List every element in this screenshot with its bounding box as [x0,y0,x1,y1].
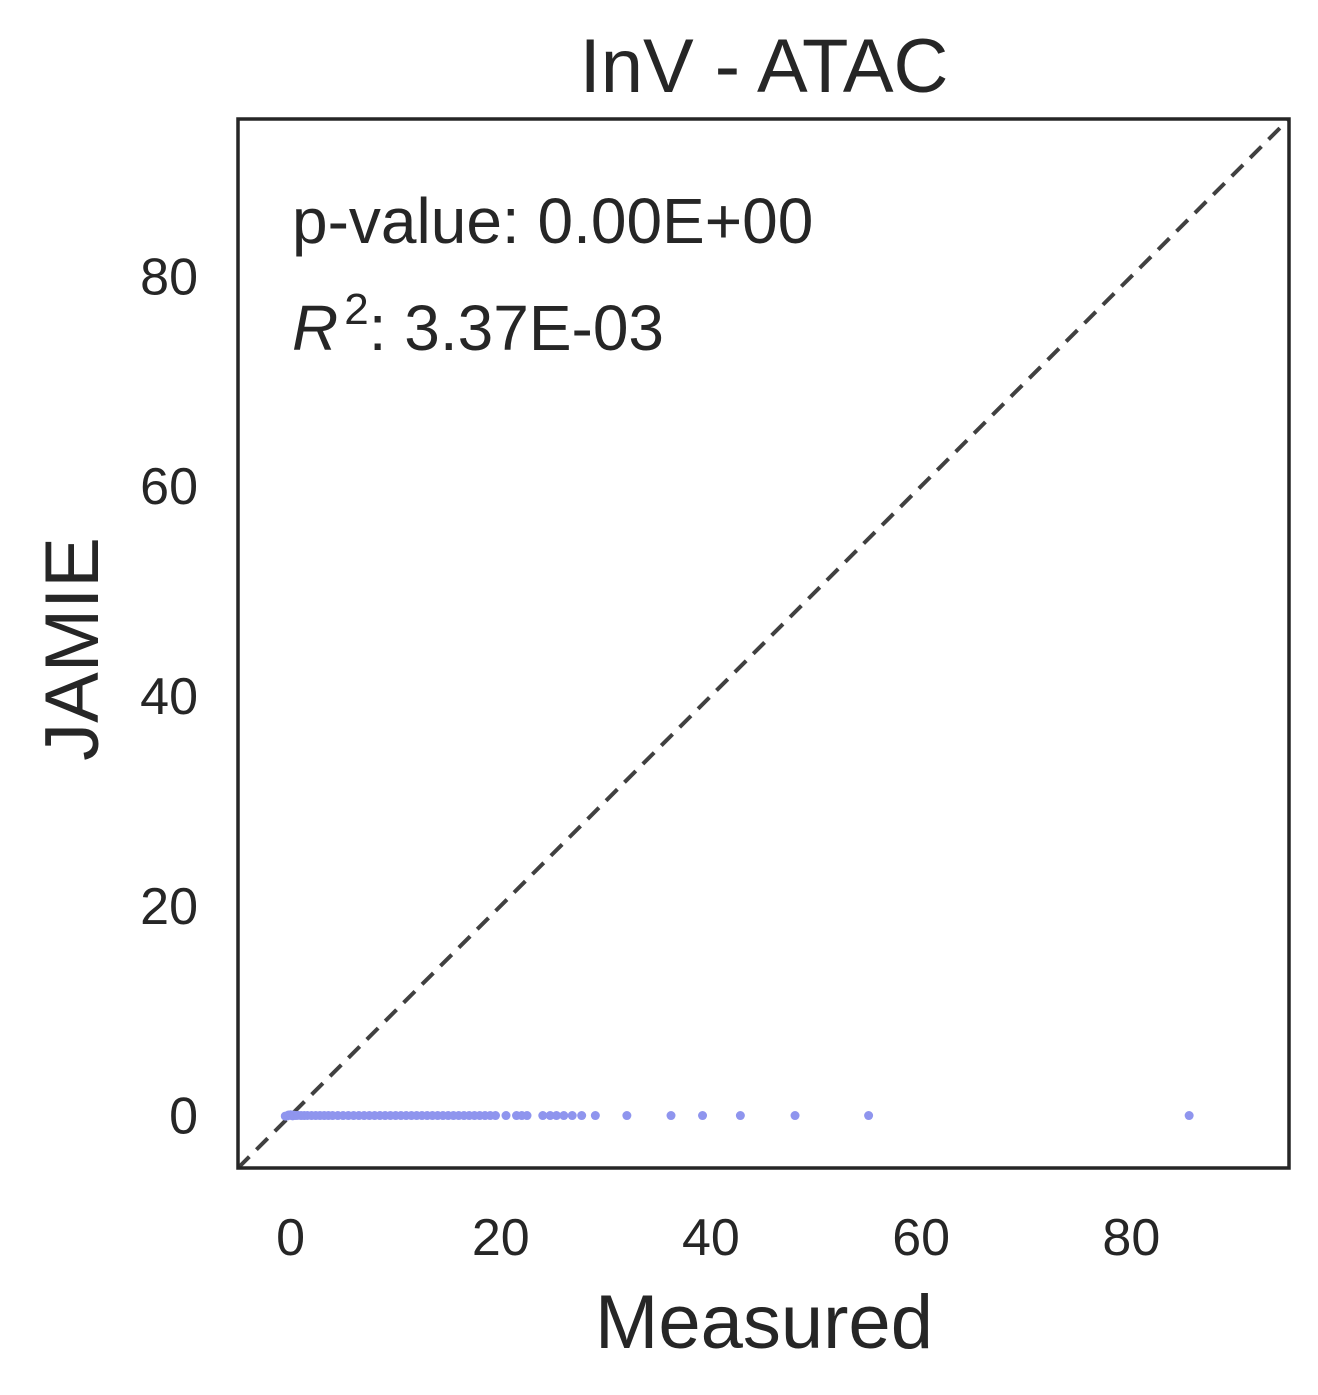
r-squared-value: : 3.37E-03 [369,292,664,364]
y-tick-label: 0 [169,1088,198,1146]
y-tick-label: 20 [140,878,198,936]
data-point [501,1111,511,1121]
x-tick-label: 40 [682,1209,740,1267]
x-tick-label: 60 [892,1209,950,1267]
identity-reference-line [236,117,1291,1170]
plot-frame [236,117,1291,1170]
data-point [790,1111,800,1121]
x-tick-label: 80 [1102,1209,1160,1267]
y-tick-label: 40 [140,668,198,726]
data-point [551,1111,561,1121]
r-squared-annotation: R 2: 3.37E-03 [292,285,664,364]
data-point [666,1111,676,1121]
y-tick-label: 60 [140,458,198,516]
x-tick-label: 0 [276,1209,305,1267]
data-point [567,1111,577,1121]
x-tick-label: 20 [472,1209,530,1267]
data-point [490,1111,500,1121]
data-point [590,1111,600,1121]
x-axis-ticks: 0 20 40 60 80 [276,1209,1160,1267]
r-squared-exponent: 2 [344,285,368,334]
data-points [280,1110,1194,1121]
data-point [622,1111,632,1121]
data-point [545,1111,555,1121]
data-point [577,1111,587,1121]
y-axis-ticks: 0 20 40 60 80 [140,248,198,1145]
data-point [698,1111,708,1121]
data-point [864,1111,874,1121]
x-axis-title: Measured [595,1280,933,1365]
p-value-annotation: p-value: 0.00E+00 [292,185,813,257]
data-point [559,1111,569,1121]
r-squared-symbol: R [292,292,338,364]
chart-title: InV - ATAC [580,24,949,109]
data-point [538,1111,548,1121]
y-tick-label: 80 [140,248,198,306]
plot-area [236,117,1291,1170]
data-point [735,1111,745,1121]
data-point [522,1111,532,1121]
data-point [1184,1111,1194,1121]
y-axis-title: JAMIE [30,537,115,761]
